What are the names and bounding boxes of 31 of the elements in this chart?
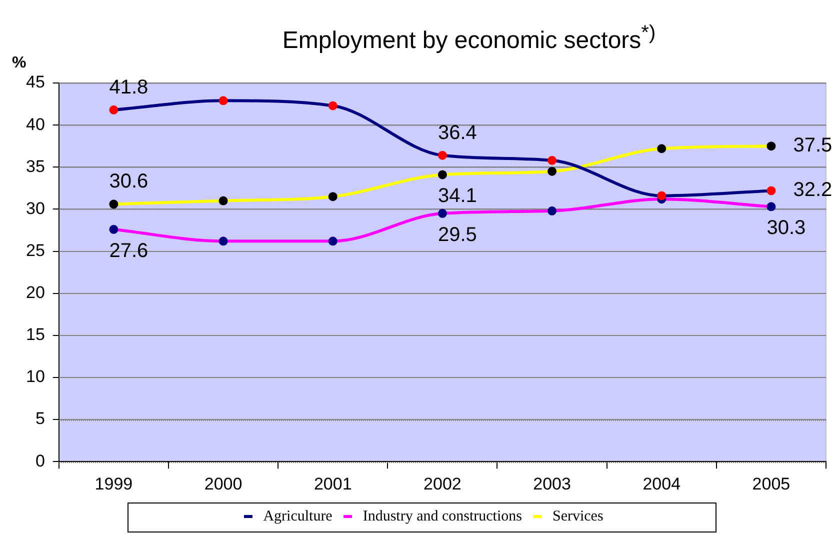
y-axis-title: % <box>12 54 26 72</box>
data-label: 37.5 <box>793 134 832 157</box>
x-tick-label: 2002 <box>424 474 462 494</box>
x-tick-label: 2003 <box>533 474 571 494</box>
y-tick-label: 30 <box>26 198 45 218</box>
y-tick-label: 5 <box>35 409 45 428</box>
y-tick-label: 45 <box>26 72 45 92</box>
data-label: 36.4 <box>438 122 477 144</box>
y-tick-label: 40 <box>26 114 45 134</box>
legend-label: Industry and constructions <box>362 508 522 524</box>
data-label: 41.8 <box>109 76 148 98</box>
chart-title: Employment by economic sectors$^{*)}$ <box>281 22 657 55</box>
data-label: 32.2 <box>793 179 832 202</box>
y-tick-label: 35 <box>26 156 45 176</box>
y-tick-label: 0 <box>35 451 45 470</box>
y-tick-label: 15 <box>26 325 45 344</box>
data-label: 30.3 <box>766 217 806 240</box>
data-label: 34.1 <box>438 185 477 208</box>
x-tick-label: 1999 <box>94 474 133 494</box>
data-label: 29.5 <box>438 224 477 246</box>
y-tick-label: 10 <box>26 367 45 386</box>
data-label: 30.6 <box>109 170 148 193</box>
x-tick-label: 2001 <box>314 474 352 494</box>
legend-label: Agriculture <box>263 508 333 524</box>
data-label: 27.6 <box>109 240 148 262</box>
y-tick-label: 20 <box>26 283 45 302</box>
legend-label: Services <box>552 508 604 524</box>
x-tick-label: 2005 <box>752 474 790 494</box>
x-tick-label: 2000 <box>204 474 242 494</box>
x-tick-label: 2004 <box>642 474 681 494</box>
y-tick-label: 25 <box>26 240 45 260</box>
